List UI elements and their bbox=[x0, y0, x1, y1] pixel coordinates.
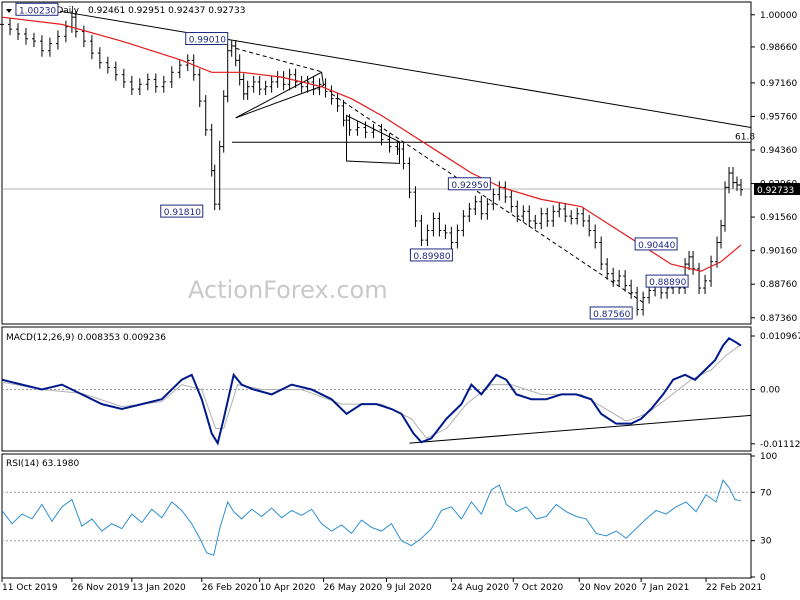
sma-line bbox=[1, 16, 742, 272]
watermark: ActionForex.com bbox=[188, 276, 388, 304]
price-label-text: 1.00230 bbox=[19, 6, 56, 16]
price-y-tick-label: 0.95760 bbox=[760, 112, 797, 122]
x-tick-label: 24 Aug 2020 bbox=[451, 583, 509, 593]
price-y-tick-label: 0.91560 bbox=[760, 213, 797, 223]
rsi-y-tick-label: 0 bbox=[760, 573, 766, 583]
rsi-y-tick-label: 100 bbox=[760, 452, 777, 462]
price-label-text: 0.87560 bbox=[593, 310, 630, 320]
macd-y-tick-label: 0.010967 bbox=[760, 332, 800, 342]
x-tick-label: 26 Feb 2020 bbox=[202, 583, 258, 593]
price-label-box bbox=[634, 237, 678, 251]
macd-y-tick-label: -0.011127 bbox=[760, 440, 800, 450]
price-layer: 1.00230 0.99010 0.91810 0.89980 0.92950 0.904… bbox=[0, 2, 755, 320]
price-y-tick-label: 0.97160 bbox=[760, 79, 797, 89]
macd-header: MACD(12,26,9) 0.008353 0.009236 bbox=[6, 333, 166, 343]
price-label-text: 0.88890 bbox=[649, 278, 686, 288]
fib-label: 61.8 bbox=[735, 132, 755, 142]
price-label-text: 0.90440 bbox=[638, 241, 675, 251]
price-label-box bbox=[409, 248, 453, 262]
price-y-tick-label: 0.94360 bbox=[760, 146, 797, 156]
x-tick-label: 7 Oct 2020 bbox=[513, 583, 563, 593]
x-tick-label: 22 Feb 2021 bbox=[706, 583, 762, 593]
rsi-line bbox=[1, 479, 742, 556]
price-label-text: 0.99010 bbox=[189, 36, 226, 46]
x-tick-label: 20 Nov 2020 bbox=[579, 583, 637, 593]
price-label-box bbox=[447, 177, 491, 191]
ohlc-label: 0.92461 0.92951 0.92437 0.92733 bbox=[88, 6, 245, 16]
price-label-text: 0.92950 bbox=[451, 181, 488, 191]
rsi-layer bbox=[1, 479, 751, 556]
macd-y-tick-label: 0.00 bbox=[760, 386, 780, 396]
x-tick-label: 9 Jul 2020 bbox=[386, 583, 431, 593]
price-label-box bbox=[15, 2, 59, 16]
macd-trendline bbox=[409, 414, 752, 444]
triangle-dashed-line bbox=[235, 47, 324, 73]
rsi-y-tick-label: 70 bbox=[760, 488, 772, 498]
macd-line bbox=[1, 336, 742, 446]
price-label-box bbox=[645, 274, 689, 288]
axis-layer: 1.00000 0.98660 0.97160 0.95760 0.94360 0.929… bbox=[1, 11, 800, 593]
current-price-tag bbox=[754, 182, 800, 195]
price-label-box bbox=[185, 32, 229, 46]
rsi-panel-frame bbox=[1, 453, 752, 579]
price-y-tick-label: 0.98660 bbox=[760, 43, 797, 53]
price-label-box bbox=[589, 306, 633, 320]
x-tick-label: 26 May 2020 bbox=[324, 583, 383, 593]
price-y-tick-label: 0.90160 bbox=[760, 247, 797, 257]
current-price-label: 0.92733 bbox=[757, 186, 794, 196]
x-tick-label: 11 Oct 2019 bbox=[2, 583, 58, 593]
x-tick-label: 7 Jan 2021 bbox=[641, 583, 689, 593]
macd-layer bbox=[1, 336, 752, 446]
rsi-y-tick-label: 30 bbox=[760, 537, 772, 547]
x-tick-label: 26 Nov 2019 bbox=[72, 583, 130, 593]
price-panel-frame bbox=[1, 1, 752, 325]
price-y-tick-label: 0.88760 bbox=[760, 280, 797, 290]
price-y-tick-label: 0.87360 bbox=[760, 314, 797, 324]
x-tick-label: 10 Apr 2020 bbox=[260, 583, 316, 593]
rsi-header: RSI(14) 63.1980 bbox=[6, 459, 79, 469]
resistance-trendline bbox=[59, 10, 752, 128]
price-y-tick-label: 1.00000 bbox=[760, 11, 797, 21]
dropdown-arrow-icon[interactable] bbox=[6, 9, 12, 13]
price-label-box bbox=[160, 204, 204, 218]
price-label-text: 0.89980 bbox=[413, 252, 450, 262]
x-tick-label: 13 Jan 2020 bbox=[132, 583, 186, 593]
triangle-pattern bbox=[235, 71, 325, 119]
price-label-text: 0.91810 bbox=[164, 208, 201, 218]
